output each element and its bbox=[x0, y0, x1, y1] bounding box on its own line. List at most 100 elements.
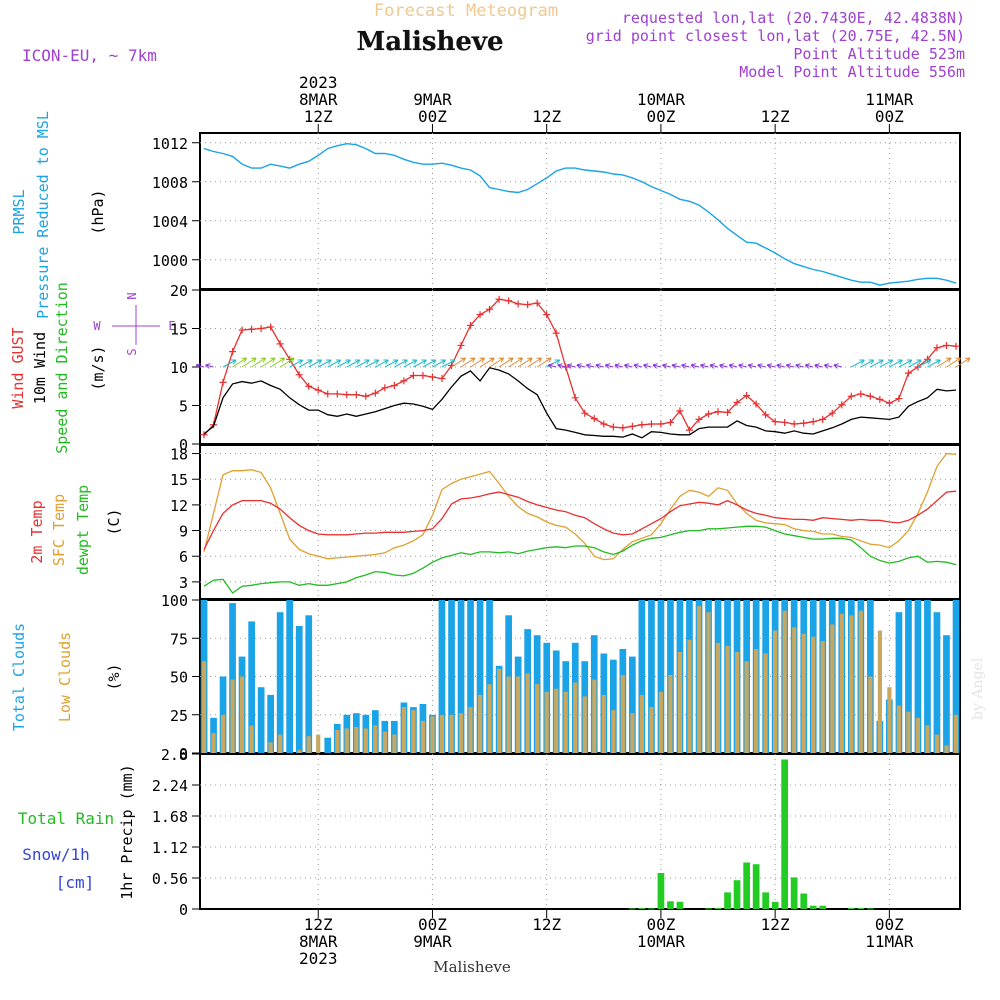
gust-marker bbox=[647, 420, 655, 428]
wind-direction-arrow bbox=[508, 357, 524, 368]
bottom-time-label: 00Z bbox=[418, 915, 447, 934]
wind-direction-arrow bbox=[927, 359, 941, 368]
wind-direction-arrow bbox=[356, 359, 370, 368]
wind-direction-arrow bbox=[270, 357, 286, 368]
y-tick-label: 50 bbox=[170, 669, 188, 687]
gust-marker bbox=[305, 382, 313, 390]
low-cloud-bar bbox=[925, 725, 930, 753]
low-cloud-bar bbox=[887, 687, 892, 753]
wind-direction-arrow bbox=[432, 359, 446, 368]
wind-direction-arrow bbox=[709, 363, 719, 369]
total-cloud-bar bbox=[467, 600, 474, 753]
wind-direction-arrow bbox=[346, 359, 361, 368]
low-cloud-bar bbox=[915, 717, 920, 753]
wind-direction-arrow bbox=[394, 359, 408, 368]
gust-marker bbox=[933, 344, 941, 352]
clouds-label-unit: (%) bbox=[105, 663, 123, 690]
total-cloud-bar bbox=[295, 626, 303, 753]
low-cloud-bar bbox=[735, 652, 740, 753]
low-cloud-bar bbox=[487, 684, 492, 753]
wind-direction-arrow bbox=[652, 363, 662, 369]
rain-bar bbox=[790, 877, 798, 909]
gust-marker bbox=[571, 394, 579, 402]
total-cloud-bar bbox=[476, 600, 484, 753]
temp-label-sfc: SFC Temp bbox=[50, 494, 68, 566]
gust-marker bbox=[705, 410, 713, 418]
temp-label-2m: 2m Temp bbox=[28, 500, 46, 563]
low-cloud-bar bbox=[458, 713, 464, 753]
y-tick-label: 2.8 bbox=[161, 746, 188, 764]
wind-direction-arrow bbox=[795, 363, 804, 369]
total-cloud-bar bbox=[286, 600, 293, 753]
gust-marker bbox=[267, 323, 275, 331]
total-cloud-bar bbox=[219, 676, 227, 753]
gust-marker bbox=[257, 325, 265, 332]
total-cloud-bar bbox=[610, 659, 617, 753]
low-cloud-bar bbox=[401, 707, 406, 753]
wind-direction-arrow bbox=[633, 363, 643, 369]
gust-marker bbox=[381, 384, 389, 392]
gust-marker bbox=[752, 400, 760, 408]
total-cloud-bar bbox=[895, 612, 903, 753]
low-cloud-bar bbox=[611, 710, 616, 753]
y-tick-label: 1.68 bbox=[152, 808, 188, 826]
precip-label-unit: 1hr Precip (mm) bbox=[118, 764, 136, 899]
gust-marker bbox=[666, 418, 674, 426]
bottom-time-label: 12Z bbox=[304, 915, 333, 934]
total-cloud-bar bbox=[248, 621, 255, 753]
low-cloud-bar bbox=[706, 612, 711, 753]
low-cloud-bar bbox=[944, 745, 949, 753]
wind-direction-arrow bbox=[917, 359, 932, 368]
low-cloud-bar bbox=[249, 725, 254, 753]
low-cloud-bar bbox=[811, 636, 816, 753]
wind-direction-arrow bbox=[757, 363, 766, 369]
low-cloud-bar bbox=[278, 734, 283, 753]
wind-direction-arrow bbox=[470, 357, 485, 368]
low-cloud-bar bbox=[630, 713, 635, 753]
rain-bar bbox=[752, 864, 760, 909]
rain-bar bbox=[800, 893, 808, 909]
wind-direction-arrow bbox=[851, 359, 865, 368]
wind-direction-arrow bbox=[557, 363, 566, 369]
watermark: by Angel bbox=[970, 657, 986, 720]
low-cloud-bar bbox=[858, 610, 863, 753]
bottom-time-label: 00Z bbox=[646, 915, 675, 934]
bottom-time-label: 12Z bbox=[532, 915, 561, 934]
low-cloud-bar bbox=[782, 610, 787, 753]
wind-direction-arrow bbox=[260, 357, 276, 368]
total-cloud-bar bbox=[943, 635, 950, 753]
bottom-time-label: 2023 bbox=[299, 949, 338, 968]
gust-marker bbox=[400, 377, 408, 385]
gust-marker bbox=[838, 401, 846, 409]
compass-west: W bbox=[93, 319, 101, 333]
gust-marker bbox=[619, 424, 627, 432]
y-tick-label: 0 bbox=[179, 745, 188, 763]
y-tick-label: 75 bbox=[170, 630, 188, 648]
rain-bar bbox=[724, 892, 731, 909]
wind-direction-arrow bbox=[728, 363, 738, 369]
gust-marker bbox=[866, 392, 874, 400]
wind-direction-arrow bbox=[681, 363, 690, 369]
low-cloud-bar bbox=[839, 613, 844, 753]
requested-coords: requested lon,lat (20.7430E, 42.4838N) bbox=[622, 9, 965, 27]
temp-panel bbox=[199, 444, 961, 600]
gust-marker bbox=[800, 419, 808, 427]
gust-marker bbox=[390, 381, 398, 389]
rain-bar bbox=[771, 901, 779, 909]
wind-direction-arrow bbox=[498, 357, 514, 368]
gust-marker bbox=[828, 409, 836, 417]
rain-bar bbox=[676, 901, 684, 909]
low-cloud-bar bbox=[335, 730, 340, 753]
bottom-location: Malisheve bbox=[433, 958, 511, 976]
low-cloud-bar bbox=[649, 707, 654, 753]
low-cloud-bar bbox=[478, 694, 483, 753]
wind-direction-arrow bbox=[776, 363, 785, 369]
grid-lines bbox=[200, 133, 960, 909]
low-cloud-bar bbox=[953, 714, 959, 754]
gust-marker bbox=[505, 297, 513, 305]
dewpt-line bbox=[203, 525, 957, 594]
total-cloud-bar bbox=[267, 694, 274, 753]
rain-bar bbox=[857, 907, 865, 909]
top-time-label: 12Z bbox=[304, 107, 333, 126]
gust-marker bbox=[628, 422, 636, 430]
